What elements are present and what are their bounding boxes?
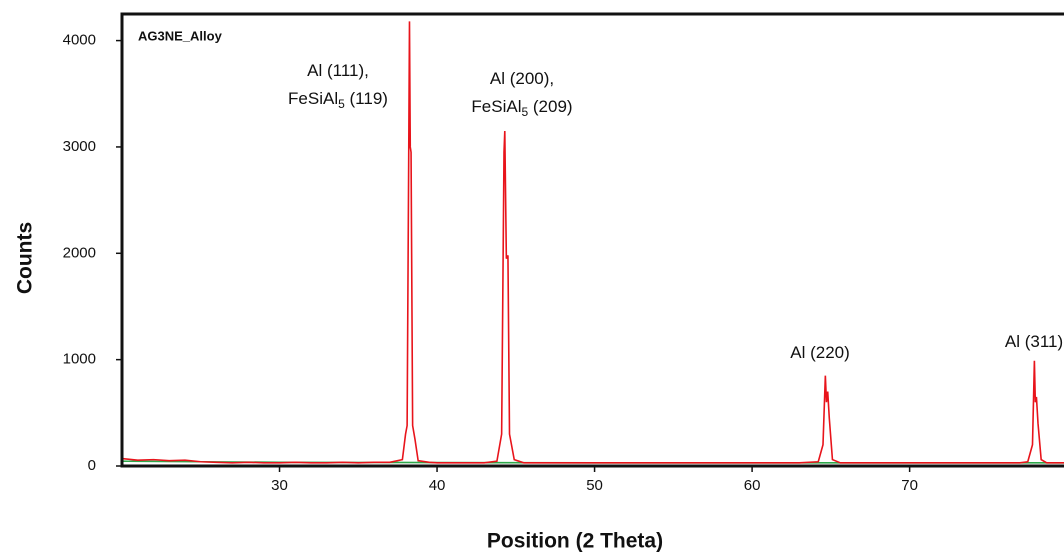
y-tick-label: 1000 — [63, 351, 96, 368]
annotation-part: Al (220) — [790, 343, 850, 362]
annotation: Al (200), — [490, 69, 554, 88]
annotation-part: FeSiAl — [471, 97, 521, 116]
y-tick-label: 4000 — [63, 32, 96, 49]
y-axis-title: Counts — [14, 222, 37, 294]
annotation: FeSiAl5 (209) — [471, 97, 572, 119]
annotation: Al (220) — [790, 343, 850, 362]
y-tick-label: 2000 — [63, 244, 96, 261]
plot-frame — [120, 12, 1064, 468]
x-tick-label: 50 — [586, 477, 603, 494]
annotation-part: (209) — [528, 97, 572, 116]
x-tick-label: 60 — [744, 477, 761, 494]
x-axis-title: Position (2 Theta) — [487, 530, 663, 553]
x-tick-label: 70 — [901, 477, 918, 494]
y-tick-label: 0 — [88, 457, 96, 474]
y-tick-label: 3000 — [63, 138, 96, 155]
x-tick-label: 30 — [271, 477, 288, 494]
annotation: Al (311) — [1005, 332, 1063, 351]
annotation-part: (119) — [345, 89, 388, 108]
chart-title: AG3NE_Alloy — [138, 28, 223, 43]
annotation-part: Al (311) — [1005, 332, 1063, 351]
annotation-part: 5 — [338, 97, 345, 111]
annotation-part: Al (200), — [490, 69, 554, 88]
annotation: FeSiAl5 (119) — [288, 89, 388, 111]
annotation-part: Al (111), — [307, 61, 369, 80]
annotation-part: 5 — [521, 105, 528, 119]
data-line — [122, 21, 1064, 464]
annotation-part: FeSiAl — [288, 89, 338, 108]
annotation: Al (111), — [307, 61, 369, 80]
x-tick-label: 40 — [429, 477, 446, 494]
